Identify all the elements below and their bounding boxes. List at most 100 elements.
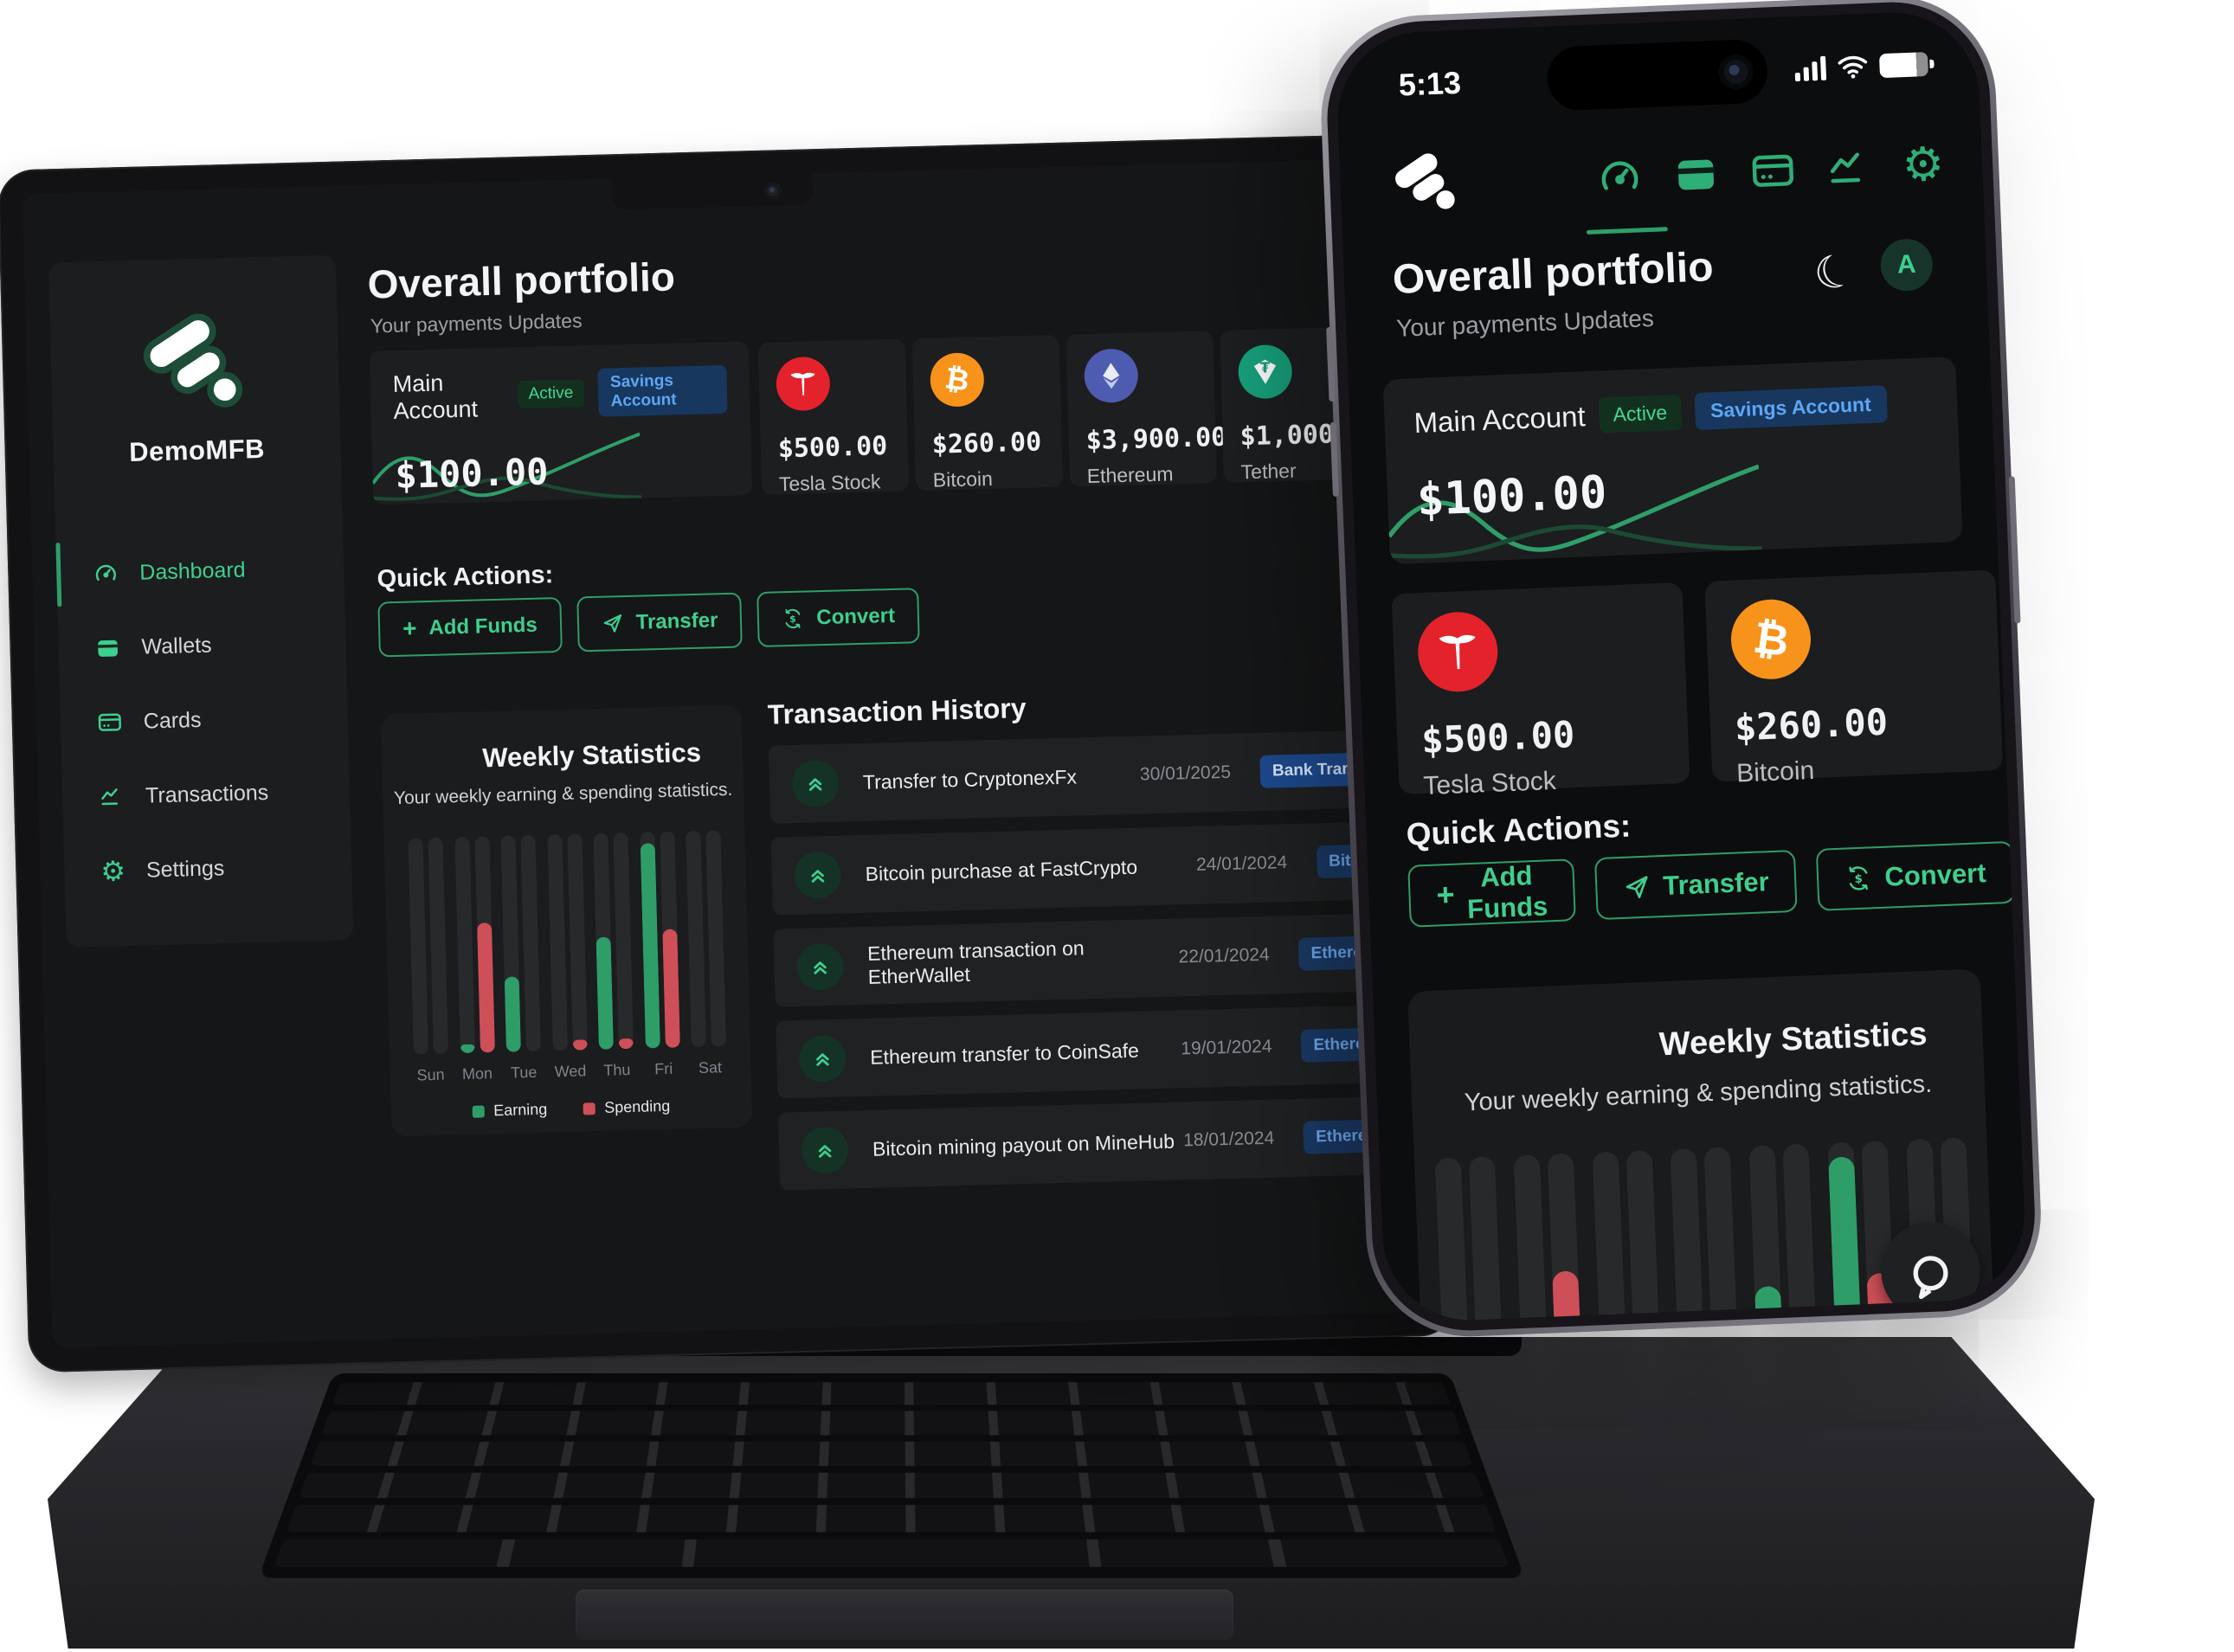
spending-bar	[1551, 1270, 1586, 1324]
active-tab-indicator	[1586, 227, 1668, 235]
chart-title: Weekly Statistics	[481, 736, 702, 774]
keyboard-row	[299, 1472, 1484, 1499]
transaction-row[interactable]: Transfer to CryptonexFx 30/01/2025 Bank …	[768, 729, 1418, 824]
bar-group-mon	[1513, 1153, 1586, 1324]
nav-transactions[interactable]	[1825, 144, 1873, 192]
sidebar-item-transactions[interactable]: Transactions	[61, 768, 350, 820]
phone-screen: 5:13	[1334, 9, 2028, 1324]
asset-name: Tesla Stock	[778, 470, 881, 496]
transaction-label: Transfer to CryptonexFx	[862, 764, 1078, 794]
bar-track	[1782, 1143, 1821, 1324]
button-label: Transfer	[1662, 866, 1770, 902]
earning-bar	[504, 975, 521, 1052]
nav-wallets[interactable]	[1672, 150, 1721, 198]
sparkline-chart	[1387, 464, 1762, 559]
bitcoin-icon: ₿	[1729, 597, 1812, 681]
transaction-row[interactable]: Bitcoin mining payout on MineHub 18/01/2…	[777, 1096, 1427, 1191]
bar-group-tue	[500, 834, 541, 1052]
wallet-icon	[98, 640, 118, 657]
main-account-card[interactable]: Main Account Active Savings Account $100…	[1382, 356, 1963, 565]
gear-icon: ⚙	[1901, 136, 1946, 193]
earning-bar	[1828, 1156, 1866, 1324]
wifi-icon	[1838, 55, 1868, 79]
transaction-row[interactable]: Ethereum transaction on EtherWallet 22/0…	[773, 912, 1423, 1007]
svg-text:₮: ₮	[1260, 359, 1271, 376]
gauge-icon	[95, 564, 116, 582]
transfer-button[interactable]: Transfer	[1593, 849, 1799, 921]
bar-track	[705, 830, 726, 1047]
asset-card-tether[interactable]: ₮ $1,000.00 Tether	[1220, 326, 1381, 483]
double-chevron-up-icon	[791, 759, 840, 808]
page-title: Overall portfolio	[1391, 244, 1715, 303]
sidebar-item-dashboard[interactable]: Dashboard	[55, 543, 344, 607]
dynamic-island	[1546, 38, 1769, 112]
bar-group-mon	[454, 836, 495, 1054]
convert-button[interactable]: $ Convert	[756, 588, 920, 648]
nav-cards[interactable]	[1748, 146, 1797, 195]
dark-mode-toggle-moon-icon[interactable]: ☾	[1806, 241, 1864, 305]
day-label: Sun	[416, 1065, 445, 1084]
bar-track	[566, 833, 588, 1051]
status-badge: Active	[517, 379, 585, 409]
active-indicator	[55, 543, 62, 607]
main-account-card[interactable]: Main Account Active Savings Account $100…	[369, 341, 753, 505]
bar-track	[1748, 1145, 1787, 1324]
sidebar-item-wallets[interactable]: Wallets	[58, 620, 346, 671]
status-time: 5:13	[1398, 64, 1462, 103]
exchange-icon: $	[1849, 866, 1869, 890]
bar-track	[408, 838, 428, 1055]
asset-card-tesla[interactable]: $500.00 Tesla Stock	[757, 338, 910, 496]
transaction-date: 19/01/2024	[1181, 1036, 1272, 1059]
button-label: Transfer	[635, 608, 718, 634]
exchange-icon: $	[785, 608, 801, 628]
page-subtitle: Your payments Updates	[1395, 304, 1655, 342]
nav-settings[interactable]: ⚙	[1901, 136, 1945, 192]
asset-card-bitcoin[interactable]: ₿ $260.00 Bitcoin	[911, 334, 1064, 492]
transaction-row[interactable]: Ethereum transfer to CoinSafe 19/01/2024…	[776, 1004, 1426, 1099]
page-subtitle: Your payments Updates	[370, 309, 583, 337]
quick-actions-heading: Quick Actions:	[377, 561, 554, 594]
earning-bar	[1754, 1286, 1787, 1324]
battery-icon	[1878, 51, 1929, 79]
send-icon	[603, 614, 621, 633]
sidebar-item-settings[interactable]: ⚙ Settings	[64, 843, 352, 894]
add-funds-button[interactable]: + Add Funds	[1407, 858, 1576, 928]
day-label: Fri	[653, 1059, 673, 1078]
status-icons	[1794, 51, 1929, 82]
legend-label: Spending	[603, 1096, 671, 1116]
gear-icon: ⚙	[100, 854, 126, 888]
trend-chart-icon	[1831, 152, 1861, 183]
transfer-button[interactable]: Transfer	[576, 592, 744, 652]
bitcoin-icon: ₿	[930, 352, 985, 408]
asset-value: $500.00	[777, 431, 888, 465]
laptop-base	[48, 1337, 2095, 1649]
add-funds-button[interactable]: + Add Funds	[377, 596, 563, 658]
transaction-history-heading: Transaction History	[767, 691, 1027, 730]
avatar[interactable]: A	[1879, 237, 1934, 292]
asset-card-ethereum[interactable]: $3,900.00 Ethereum	[1065, 331, 1227, 487]
account-type-badge: Savings Account	[1694, 385, 1888, 431]
svg-text:$: $	[789, 614, 796, 625]
bar-track	[1827, 1141, 1866, 1324]
spending-bar	[572, 1038, 588, 1051]
bar-track	[639, 832, 660, 1049]
sidebar-menu: Dashboard Wallets Cards	[55, 543, 352, 895]
nav-dashboard[interactable]	[1586, 152, 1668, 235]
sidebar-item-cards[interactable]: Cards	[60, 694, 348, 745]
spending-bar	[476, 922, 495, 1053]
earning-bar	[460, 1044, 475, 1054]
asset-card-bitcoin[interactable]: ₿ $260.00 Bitcoin	[1704, 569, 2004, 788]
bar-track	[1434, 1157, 1473, 1324]
chat-fab[interactable]	[1879, 1219, 1982, 1323]
credit-card-icon	[1752, 154, 1793, 187]
transaction-row[interactable]: Bitcoin purchase at FastCrypto 24/01/202…	[770, 820, 1420, 916]
chart-title: Weekly Statistics	[1658, 1015, 1928, 1064]
cellular-signal-icon	[1794, 55, 1827, 82]
transaction-label: Bitcoin purchase at FastCrypto	[865, 855, 1138, 885]
sidebar: DemoMFB Dashboard	[48, 254, 354, 948]
convert-button[interactable]: $ Convert	[1816, 840, 2015, 911]
bar-group-sun	[408, 837, 448, 1055]
transaction-date: 24/01/2024	[1195, 852, 1288, 875]
asset-card-tesla[interactable]: $500.00 Tesla Stock	[1391, 582, 1690, 800]
